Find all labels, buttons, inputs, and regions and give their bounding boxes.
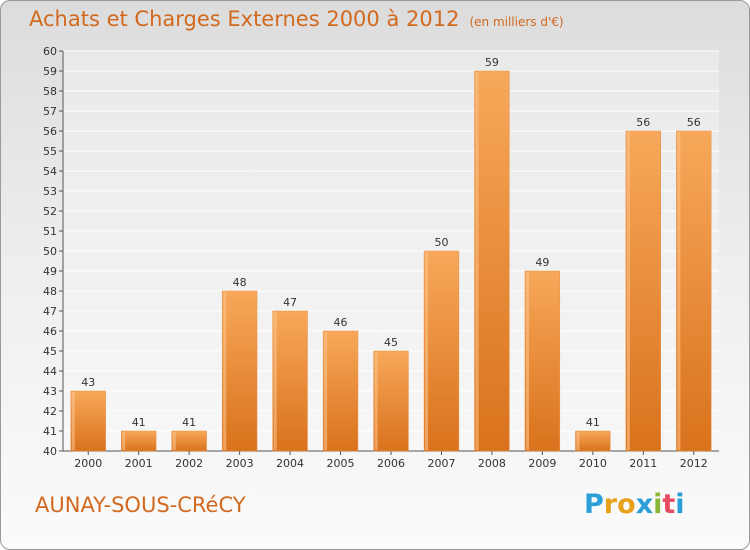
x-tick-label-2005: 2005	[327, 457, 355, 470]
bar-2004	[272, 310, 308, 452]
bar-2002	[171, 430, 207, 452]
value-label-2003: 48	[233, 276, 247, 289]
chart-subtitle: (en milliers d'€)	[469, 15, 564, 29]
value-label-2004: 47	[283, 296, 297, 309]
value-label-2007: 50	[434, 236, 448, 249]
bar-highlight	[475, 72, 479, 450]
value-label-2005: 46	[334, 316, 348, 329]
bar-highlight	[677, 132, 681, 450]
axis-layer: 40 41 42 43 44 45 46 47 48 49 50 51 52 53 54 55 56 57 58 59…	[43, 45, 719, 470]
logo-letter: o	[617, 489, 636, 520]
y-tick-label: 56	[43, 125, 57, 138]
value-label-2000: 43	[81, 376, 95, 389]
y-tick-label: 52	[43, 205, 57, 218]
x-tick-label-2008: 2008	[478, 457, 506, 470]
x-tick-label-2004: 2004	[276, 457, 304, 470]
x-tick-label-2012: 2012	[680, 457, 708, 470]
bar-highlight	[374, 352, 378, 450]
logo-letter: t	[662, 489, 676, 520]
y-tick-label: 54	[43, 165, 57, 178]
bar-2000	[70, 390, 106, 452]
y-tick-label: 44	[43, 365, 57, 378]
bar-highlight	[273, 312, 277, 450]
chart-title: Achats et Charges Externes 2000 à 2012 (e…	[29, 7, 564, 31]
y-tick-label: 59	[43, 65, 57, 78]
x-tick-label-2007: 2007	[427, 457, 455, 470]
value-label-2001: 41	[132, 416, 146, 429]
bar-highlight	[626, 132, 630, 450]
commune-name: AUNAY-SOUS-CRéCY	[35, 493, 246, 517]
x-tick-label-2000: 2000	[74, 457, 102, 470]
logo-letter: i	[675, 489, 685, 520]
bar-2009	[524, 270, 561, 452]
bar-2008	[474, 70, 510, 452]
y-tick-label: 50	[43, 245, 57, 258]
y-tick-label: 46	[43, 325, 57, 338]
y-tick-label: 49	[43, 265, 57, 278]
y-tick-label: 47	[43, 305, 57, 318]
x-tick-label-2011: 2011	[629, 457, 657, 470]
bar-highlight	[172, 432, 176, 450]
value-label-2011: 56	[636, 116, 650, 129]
value-label-2006: 45	[384, 336, 398, 349]
bar-highlight	[576, 432, 580, 450]
y-tick-label: 43	[43, 385, 57, 398]
bar-highlight	[71, 392, 75, 450]
bar-2010	[575, 430, 611, 452]
value-label-2009: 49	[535, 256, 549, 269]
x-tick-label-2010: 2010	[579, 457, 607, 470]
logo-letter: x	[635, 489, 654, 520]
x-tick-label-2003: 2003	[226, 457, 254, 470]
bar-highlight	[525, 272, 529, 450]
bar-highlight	[122, 432, 126, 450]
value-label-2010: 41	[586, 416, 600, 429]
bar-2003	[221, 290, 258, 452]
y-tick-label: 48	[43, 285, 57, 298]
value-label-2012: 56	[687, 116, 701, 129]
logo-letter: P	[584, 489, 604, 520]
logo-letter: i	[653, 489, 663, 520]
proxiti-logo: Proxiti	[584, 489, 685, 520]
logo-letter: r	[603, 489, 618, 520]
x-tick-label-2001: 2001	[125, 457, 153, 470]
value-label-2008: 59	[485, 56, 499, 69]
bar-2005	[322, 330, 359, 452]
y-tick-label: 57	[43, 105, 57, 118]
chart-title-text: Achats et Charges Externes 2000 à 2012	[29, 7, 460, 31]
y-tick-label: 60	[43, 45, 57, 58]
y-tick-label: 55	[43, 145, 57, 158]
y-tick-label: 40	[43, 445, 57, 458]
value-label-2002: 41	[182, 416, 196, 429]
x-tick-label-2009: 2009	[528, 457, 556, 470]
y-tick-label: 42	[43, 405, 57, 418]
y-tick-label: 51	[43, 225, 57, 238]
label-layer: 43 41 41 48 47 46 45 50 59 49 41 56 56	[81, 56, 701, 429]
bar-highlight	[425, 252, 429, 450]
y-tick-label: 45	[43, 345, 57, 358]
bar-2012	[676, 130, 712, 452]
bar-2011	[625, 130, 661, 452]
x-tick-label-2002: 2002	[175, 457, 203, 470]
y-tick-label: 58	[43, 85, 57, 98]
bar-highlight	[324, 332, 328, 450]
bar-2007	[423, 250, 460, 452]
bar-layer	[70, 70, 712, 452]
bar-2001	[121, 430, 157, 452]
x-tick-label-2006: 2006	[377, 457, 405, 470]
bar-highlight	[223, 292, 227, 450]
bar-2006	[373, 350, 409, 452]
y-tick-label: 41	[43, 425, 57, 438]
y-tick-label: 53	[43, 185, 57, 198]
